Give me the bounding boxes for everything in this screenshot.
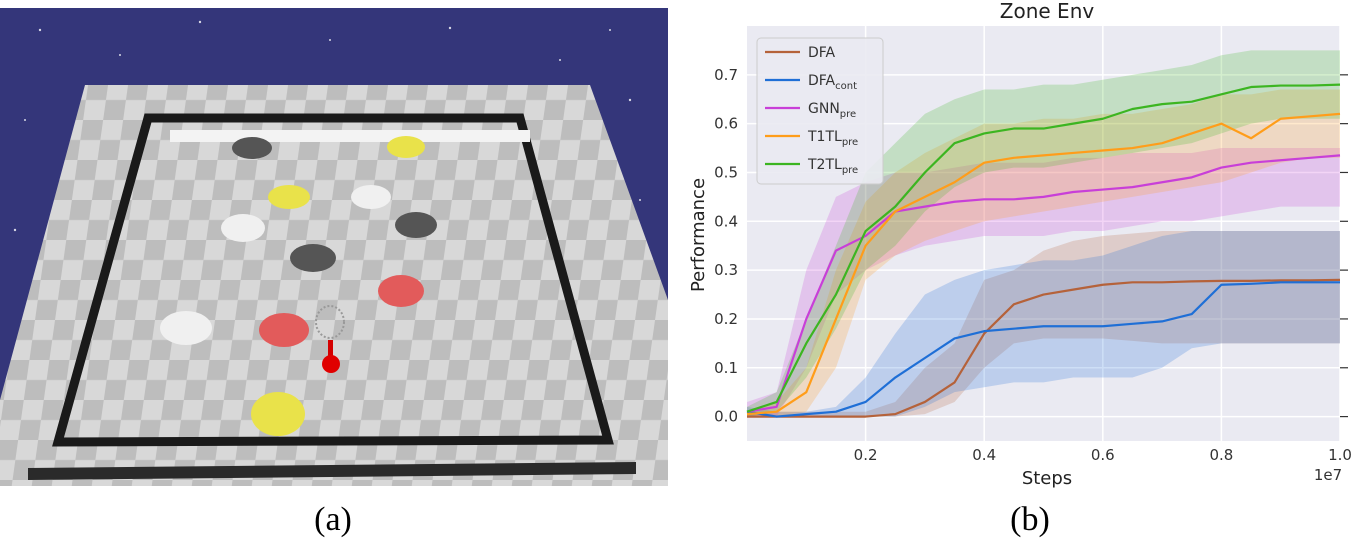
legend-name: GNN — [808, 101, 840, 117]
confidence-band — [747, 50, 1340, 417]
x-tick-label: 0.8 — [1209, 446, 1233, 464]
x-tick-label: 1.0 — [1328, 446, 1352, 464]
y-tick-label: 0.6 — [714, 115, 738, 133]
legend-label: DFAcont — [808, 73, 857, 92]
series-line — [746, 112, 1341, 416]
x-axis-label: Steps — [1022, 468, 1072, 489]
y-tick-label: 0.4 — [714, 212, 738, 230]
legend-name: DFA — [808, 73, 836, 89]
legend-name: DFA — [808, 45, 836, 61]
caption: (b) — [1010, 501, 1050, 538]
caption: (a) — [314, 501, 352, 538]
confidence-band — [747, 148, 1340, 417]
legend-label: DFA — [808, 45, 836, 61]
series-line — [746, 154, 1341, 413]
scene-render — [0, 8, 668, 486]
legend-name: T1TL — [807, 129, 842, 145]
legend-box — [756, 37, 884, 185]
y-tick-label: 0.5 — [714, 163, 738, 181]
series-line — [746, 83, 1341, 413]
y-tick-label: 0.2 — [714, 310, 738, 328]
legend-subscript: cont — [835, 81, 857, 92]
y-tick-label: 0.1 — [714, 359, 738, 377]
chart-title: Zone Env — [1000, 0, 1095, 23]
series-line — [747, 278, 1341, 418]
y-tick-label: 0.0 — [714, 408, 738, 426]
confidence-band — [747, 89, 1340, 417]
x-tick-label: 0.2 — [854, 446, 878, 464]
y-tick-label: 0.3 — [714, 261, 738, 279]
series-line — [746, 281, 1340, 418]
x-tick-label: 0.4 — [972, 446, 996, 464]
legend-label: GNNpre — [808, 101, 856, 120]
x-offset-label: 1e7 — [1314, 466, 1342, 484]
x-tick-label: 0.6 — [1091, 446, 1115, 464]
legend-label: T1TLpre — [807, 129, 858, 148]
confidence-band — [747, 231, 1340, 417]
legend-subscript: pre — [840, 109, 856, 120]
confidence-band — [747, 231, 1340, 417]
legend-label: T2TLpre — [807, 157, 858, 176]
y-axis-label: Performance — [688, 178, 709, 292]
legend-name: T2TL — [807, 157, 842, 173]
y-tick-label: 0.7 — [714, 66, 738, 84]
legend-subscript: pre — [842, 165, 858, 176]
legend-subscript: pre — [842, 137, 858, 148]
